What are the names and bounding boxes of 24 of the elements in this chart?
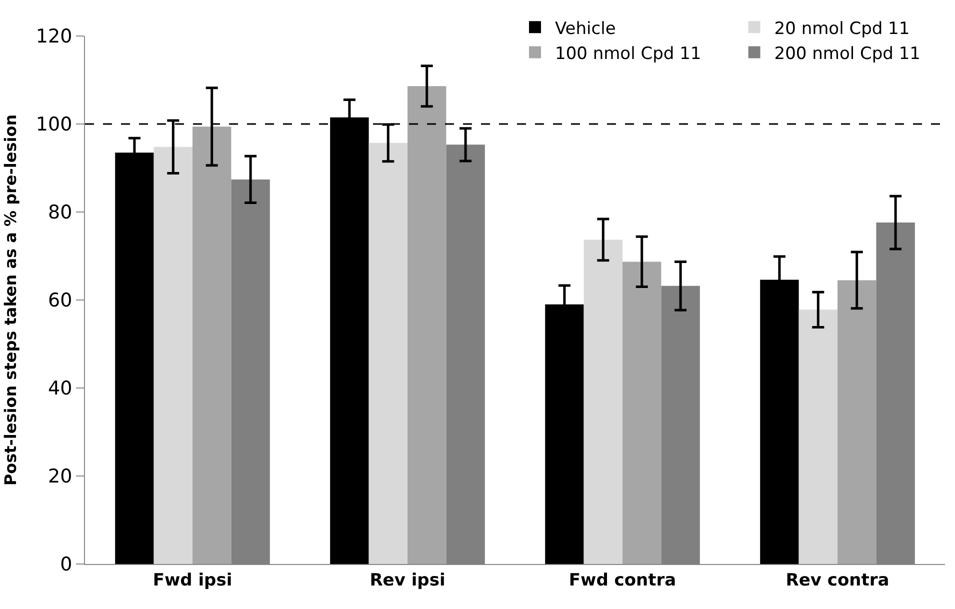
x-tick-label: Rev contra	[786, 570, 890, 590]
bar	[192, 126, 232, 564]
bar	[622, 262, 662, 564]
y-tick-label: 20	[48, 466, 72, 488]
y-tick-label: 120	[36, 26, 72, 48]
y-tick-label: 80	[48, 202, 72, 224]
y-tick-label: 0	[60, 554, 72, 576]
y-axis-title: Post-lesion steps taken as a % pre-lesion	[0, 114, 20, 486]
y-tick-label: 40	[48, 378, 72, 400]
x-tick-label: Rev ipsi	[370, 570, 446, 590]
legend-label: Vehicle	[555, 18, 616, 39]
x-tick-label: Fwd ipsi	[152, 570, 232, 590]
bar	[368, 142, 408, 564]
legend-label: 20 nmol Cpd 11	[774, 18, 910, 39]
bar	[798, 310, 838, 564]
bar	[584, 240, 622, 564]
bar	[154, 146, 192, 564]
legend-label: 100 nmol Cpd 11	[555, 44, 702, 64]
bar	[838, 280, 876, 564]
bar	[408, 86, 446, 564]
y-tick-label: 60	[48, 290, 72, 312]
legend-label: 200 nmol Cpd 11	[774, 44, 921, 64]
y-tick-label: 100	[36, 114, 72, 136]
x-tick-label: Fwd contra	[568, 570, 676, 590]
